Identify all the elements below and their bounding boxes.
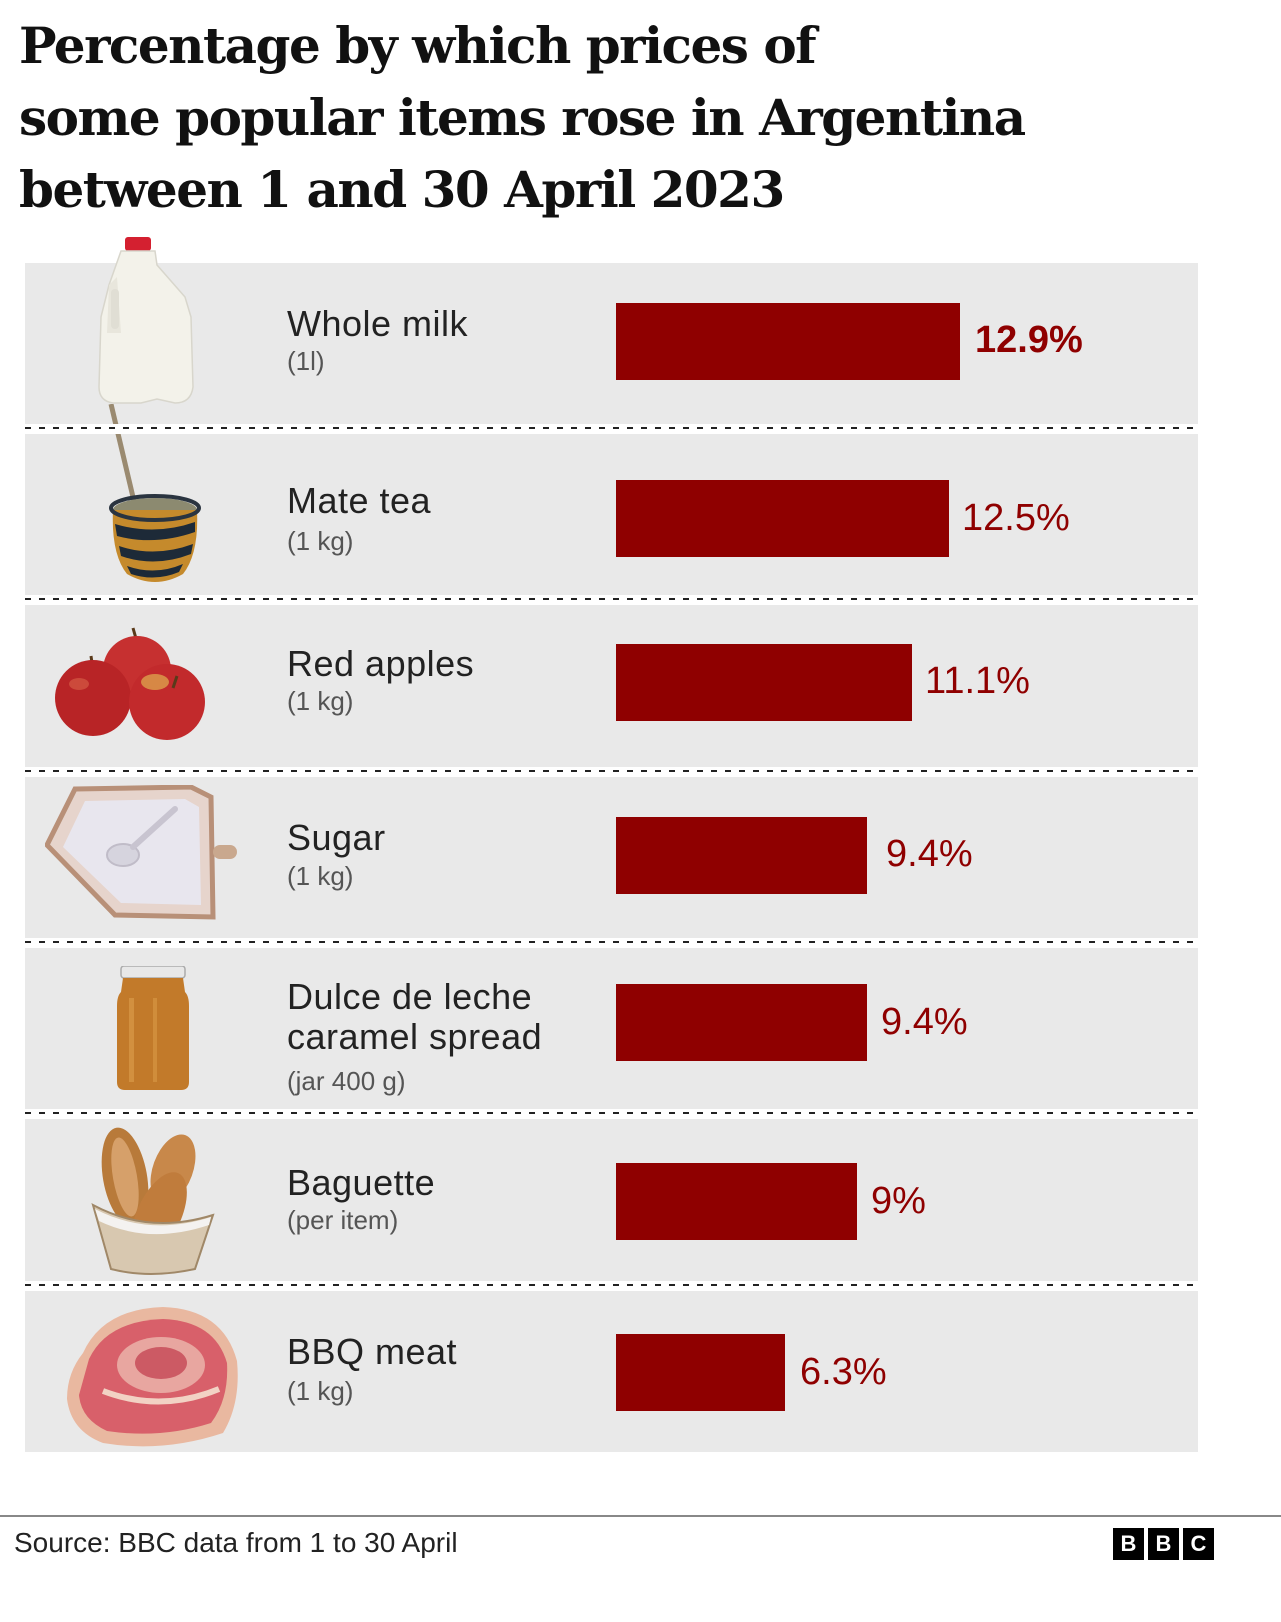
title-line-1: Percentage by which prices of [19,16,817,75]
item-unit: (jar 400 g) [287,1066,406,1096]
item-unit: (1 kg) [287,686,354,716]
item-name-line-1: Dulce de leche [287,976,533,1017]
row-divider [25,1109,1200,1119]
item-unit: (1l) [287,346,325,376]
item-name: Red apples [287,643,475,684]
value-label: 9% [871,1180,926,1222]
row-divider [25,938,1200,948]
bbc-logo-block: B [1148,1528,1179,1560]
title-line-2: some popular items rose in Argentina [19,88,1026,147]
bread-basket-icon [91,1127,215,1275]
chart-row-red-apples: Red apples (1 kg) 11.1% [25,604,1198,770]
item-unit: (1 kg) [287,1376,354,1406]
chart-row-sugar: Sugar (1 kg) 9.4% [25,775,1198,941]
item-name: Sugar [287,817,386,858]
row-divider [25,424,1200,434]
sugar-bowl-icon [45,785,237,920]
jar-icon [117,966,189,1090]
row-divider [25,767,1200,777]
item-name: BBQ meat [287,1331,458,1372]
bar-red-apples [616,644,912,721]
item-name: Baguette [287,1162,436,1203]
item-unit: (1 kg) [287,526,354,556]
item-name: Mate tea [287,480,432,521]
value-label: 9.4% [886,833,973,875]
title-line-3: between 1 and 30 April 2023 [19,160,785,219]
item-unit: (1 kg) [287,861,354,891]
value-label: 6.3% [800,1351,887,1393]
chart-panel: Whole milk (1l) 12.9% Mate tea (1 kg) 12… [25,237,1198,1452]
footer-divider [0,1515,1281,1517]
row-divider [25,595,1200,605]
bbc-logo-block: C [1183,1528,1214,1560]
chart-title: Percentage by which prices of some popul… [19,10,1119,226]
bar-mate-tea [616,480,949,557]
chart-row-baguette: Baguette (per item) 9% [25,1117,1198,1284]
bar-baguette [616,1163,857,1240]
bar-whole-milk [616,303,960,380]
mate-gourd-icon [108,404,201,582]
item-unit: (per item) [287,1205,399,1235]
meat-icon [67,1307,238,1447]
chart-row-bbq-meat: BBQ meat (1 kg) 6.3% [25,1289,1198,1452]
bbc-logo: B B C [1113,1528,1214,1560]
chart-row-whole-milk: Whole milk (1l) 12.9% [25,237,1198,427]
chart-row-mate-tea: Mate tea (1 kg) 12.5% [25,404,1198,598]
row-divider [25,1281,1200,1291]
chart-row-dulce-de-leche: Dulce de leche caramel spread (jar 400 g… [25,946,1198,1112]
bar-sugar [616,817,867,894]
value-label: 11.1% [925,660,1030,702]
bbc-logo-block: B [1113,1528,1144,1560]
value-label: 12.5% [962,497,1070,539]
source-note: Source: BBC data from 1 to 30 April [14,1527,458,1558]
bar-bbq-meat [616,1334,785,1411]
value-label: 12.9% [975,319,1083,361]
apples-icon [55,627,205,740]
milk-jug-icon [98,237,194,404]
value-label: 9.4% [881,1001,968,1043]
bar-dulce-de-leche [616,984,867,1061]
item-name-line-2: caramel spread [287,1016,543,1057]
item-name: Whole milk [287,303,469,344]
